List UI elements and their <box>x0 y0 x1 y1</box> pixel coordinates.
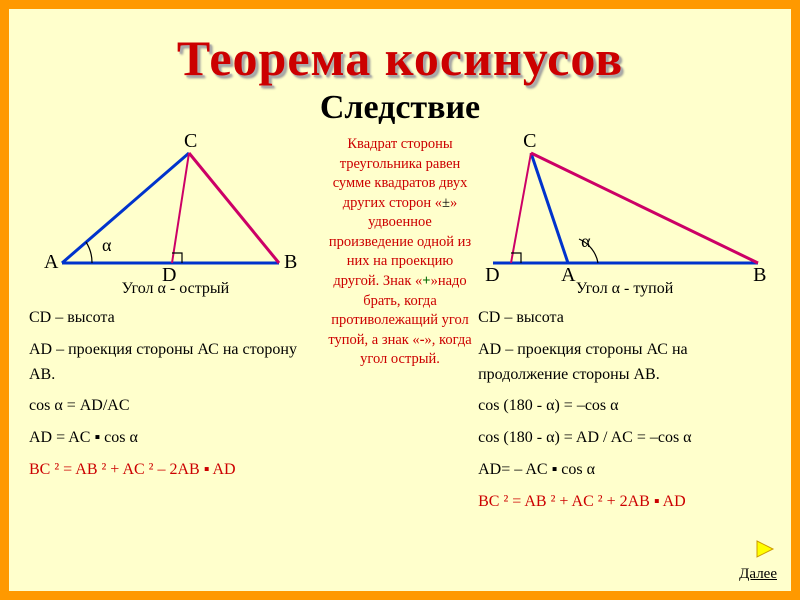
left-line: CD – высота <box>29 306 322 331</box>
left-column: A B C D α Угол α - острый CD – высота AD… <box>24 133 327 490</box>
left-text: CD – высота AD – проекция стороны АС на … <box>24 306 327 483</box>
content-row: A B C D α Угол α - острый CD – высота AD… <box>24 133 776 522</box>
label-D: D <box>162 264 176 287</box>
label-B: B <box>753 264 766 287</box>
label-A: A <box>561 264 575 287</box>
label-C: C <box>184 130 197 153</box>
slide: Теорема косинусов Следствие <box>9 9 791 591</box>
right-column: D A B C α Угол α - тупой CD – высота AD … <box>473 133 776 522</box>
label-B: B <box>284 251 297 274</box>
label-C: C <box>523 130 536 153</box>
label-A: A <box>44 251 58 274</box>
left-line: cos α = AD/AC <box>29 394 322 419</box>
left-line: AD – проекция стороны АС на сторону АВ. <box>29 338 322 388</box>
right-line: cos (180 - α) = –cos α <box>478 394 771 419</box>
right-line: AD – проекция стороны АС на продолжение … <box>478 338 771 388</box>
next-arrow-icon[interactable] <box>755 539 777 559</box>
right-line: CD – высота <box>478 306 771 331</box>
right-line: cos (180 - α) = AD / AC = –cos α <box>478 426 771 451</box>
next-link[interactable]: Далее <box>739 566 777 583</box>
left-diagram: A B C D α <box>24 133 324 278</box>
label-D: D <box>485 264 499 287</box>
right-line: AD= – AC ▪ cos α <box>478 458 771 483</box>
label-alpha: α <box>102 235 111 256</box>
right-diagram: D A B C α <box>473 133 773 278</box>
triangle-obtuse <box>473 133 773 283</box>
middle-theorem-text: Квадрат стороны треугольника равен сумме… <box>327 133 473 370</box>
label-alpha: α <box>581 231 590 252</box>
page-title: Теорема косинусов <box>24 29 776 87</box>
page-subtitle: Следствие <box>24 89 776 127</box>
left-formula: BC ² = AB ² + AC ² – 2AB ▪ AD <box>29 458 322 483</box>
left-line: AD = AC ▪ cos α <box>29 426 322 451</box>
right-text: CD – высота AD – проекция стороны АС на … <box>473 306 776 515</box>
triangle-acute <box>24 133 324 283</box>
right-formula: BC ² = AB ² + AC ² + 2AB ▪ AD <box>478 490 771 515</box>
